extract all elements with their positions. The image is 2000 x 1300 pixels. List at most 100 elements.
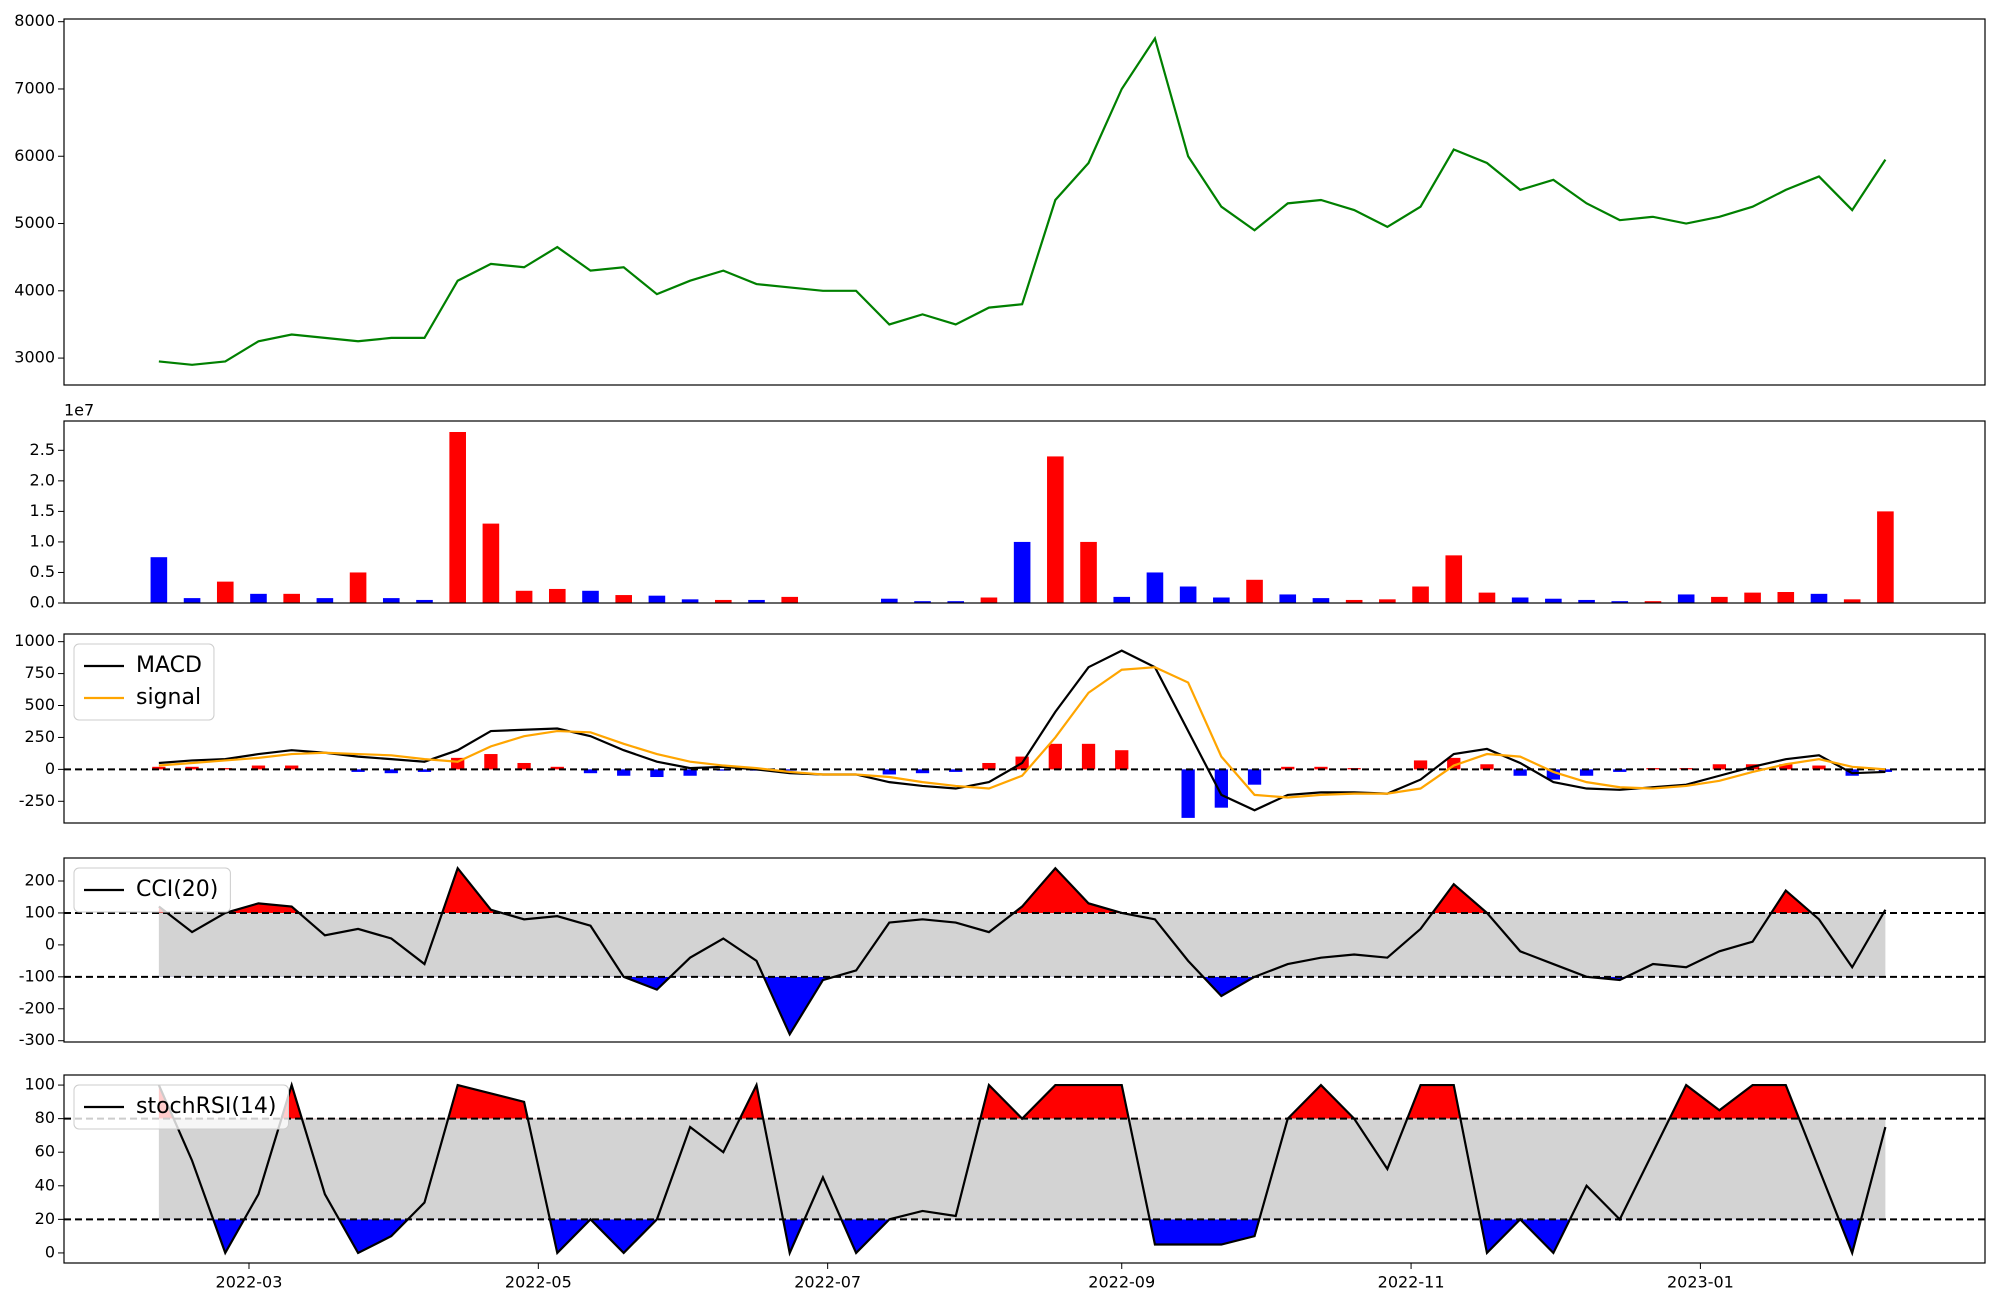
bar <box>1511 597 1529 603</box>
x-tick-label: 2022-05 <box>505 1273 572 1292</box>
y-tick-label: 100 <box>24 902 55 921</box>
plot-frame <box>63 857 1986 1043</box>
y-tick-label: 0.5 <box>30 562 55 581</box>
series-line <box>158 666 1886 799</box>
histogram-bar <box>251 765 266 770</box>
histogram-bar <box>218 768 232 770</box>
y-tick-label: 6000 <box>14 146 55 165</box>
bar <box>1013 541 1031 603</box>
y-tick-label: -250 <box>19 791 55 810</box>
bar <box>449 431 466 603</box>
panel: 3000 4000 5000 6000 7000 8000 <box>14 11 1986 386</box>
plot-frame <box>63 18 1986 386</box>
bar <box>781 596 799 603</box>
bar <box>1877 511 1894 603</box>
bar <box>715 599 732 603</box>
histogram-bar <box>1513 769 1527 776</box>
bar <box>1777 592 1795 603</box>
band-fill <box>158 912 1886 977</box>
y-tick-label: 80 <box>35 1108 55 1127</box>
panel: -300 -200 -100 0 100 200 CCI(20) <box>19 857 1986 1049</box>
histogram-bar <box>982 762 996 770</box>
plot-frame <box>63 420 1986 604</box>
y-tick-label: 1000 <box>14 631 55 650</box>
x-tick-label: 2022-11 <box>1378 1273 1445 1292</box>
y-tick-label: 2.0 <box>30 470 55 489</box>
bar <box>1611 601 1629 603</box>
histogram-bar <box>583 769 598 774</box>
y-tick-label: 750 <box>24 663 55 682</box>
histogram-bar <box>1480 764 1494 770</box>
histogram-bar <box>1812 765 1826 770</box>
bar <box>1412 586 1429 603</box>
bar <box>1578 599 1595 603</box>
bar <box>283 593 300 603</box>
bar <box>1080 541 1097 603</box>
histogram-bar <box>1579 769 1594 776</box>
panel: -250 0 250 500 750 1000 MACD signal <box>14 631 1986 824</box>
bar <box>648 595 666 603</box>
bar <box>416 599 433 603</box>
y-tick-label: 40 <box>35 1175 55 1194</box>
y-tick-label: 0 <box>45 759 55 778</box>
bar <box>482 523 500 603</box>
y-tick-label: 200 <box>24 871 55 890</box>
y-tick-label: 60 <box>35 1142 55 1161</box>
bar <box>1345 599 1363 603</box>
histogram-bar <box>484 754 498 770</box>
bar <box>1744 592 1761 603</box>
y-tick-label: 500 <box>24 695 55 714</box>
legend: stochRSI(14) <box>73 1084 289 1130</box>
histogram-bar <box>384 769 398 774</box>
y-tick-label: 3000 <box>14 348 55 367</box>
histogram-bar <box>1181 769 1195 818</box>
bar <box>1113 596 1131 603</box>
plot-frame <box>63 1074 1986 1264</box>
bar <box>1478 592 1496 603</box>
histogram-bar <box>1613 769 1627 772</box>
bar <box>1445 555 1463 603</box>
series-line <box>158 649 1886 812</box>
legend-label: MACD <box>136 653 202 678</box>
histogram-bar <box>1447 757 1461 770</box>
y-tick-label: -200 <box>19 998 55 1017</box>
band-fill <box>158 1118 1886 1220</box>
bar <box>1279 594 1297 603</box>
histogram-bar <box>152 766 166 770</box>
legend-label: CCI(20) <box>136 877 218 902</box>
bar <box>914 601 931 603</box>
band-above-fill <box>158 868 1886 913</box>
histogram-bar <box>517 762 531 770</box>
bar <box>349 572 367 603</box>
bar <box>681 599 699 603</box>
bar <box>582 590 599 603</box>
x-tick-label: 2022-09 <box>1088 1273 1155 1292</box>
x-tick-label: 2022-03 <box>216 1273 283 1292</box>
histogram-bar <box>1712 764 1727 770</box>
bar <box>1179 586 1197 603</box>
bar <box>1246 579 1263 603</box>
y-tick-label: -100 <box>19 966 55 985</box>
histogram-bar <box>949 769 963 772</box>
series-line <box>158 865 1887 1037</box>
series-line <box>157 1081 1887 1257</box>
legend-box <box>73 1084 289 1130</box>
bar <box>150 557 168 603</box>
price-line <box>158 35 1887 366</box>
band-below-fill <box>158 1219 1886 1253</box>
bar <box>382 598 400 603</box>
histogram-bar <box>1214 769 1228 808</box>
bar <box>1843 599 1861 603</box>
histogram-bar <box>1878 769 1893 772</box>
y-tick-label: 0 <box>45 1242 55 1261</box>
bar <box>1677 594 1695 603</box>
histogram-bar <box>882 769 896 775</box>
bar <box>183 598 201 603</box>
panel: 0 20 40 60 80 100 2022-03 2022-05 2022-07 2022-09… <box>24 1074 1986 1292</box>
histogram-bar <box>285 765 299 770</box>
histogram-bar <box>683 769 697 776</box>
bar <box>881 598 898 603</box>
bar <box>548 588 566 603</box>
histogram-bar <box>1281 766 1295 770</box>
